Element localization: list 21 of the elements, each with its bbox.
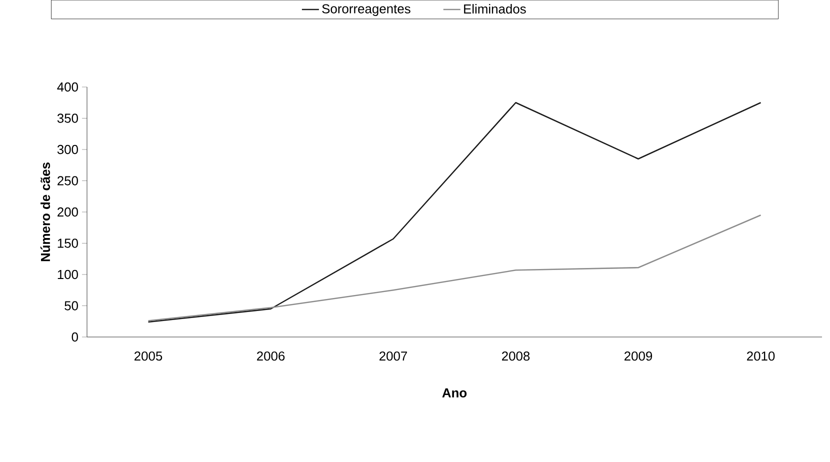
y-tick-label: 150 xyxy=(58,238,78,248)
x-tick-label: 2005 xyxy=(134,351,162,361)
x-tick-label: 2009 xyxy=(624,351,652,361)
x-tick-label: 2007 xyxy=(380,351,407,361)
x-tick-label: 2010 xyxy=(747,351,775,361)
y-tick-label: 200 xyxy=(58,207,78,217)
y-tick-label: 100 xyxy=(58,270,78,280)
legend-label: Sororreagentes xyxy=(322,4,410,16)
x-axis-title: Ano xyxy=(442,388,467,398)
x-tick-label: 2006 xyxy=(257,351,285,361)
line-series xyxy=(148,102,762,323)
y-tick-label: 300 xyxy=(57,144,78,154)
legend-label: Eliminados xyxy=(464,4,526,14)
x-tick-label: 2008 xyxy=(502,351,530,361)
y-tick-label: 0 xyxy=(72,332,78,342)
y-tick-label: 350 xyxy=(57,114,78,123)
y-axis-title: Número de cães xyxy=(40,162,50,262)
y-tick-label: 50 xyxy=(64,301,78,310)
y-tick-label: 250 xyxy=(58,176,78,186)
line-series xyxy=(148,214,762,322)
y-tick-label: 400 xyxy=(57,82,78,92)
